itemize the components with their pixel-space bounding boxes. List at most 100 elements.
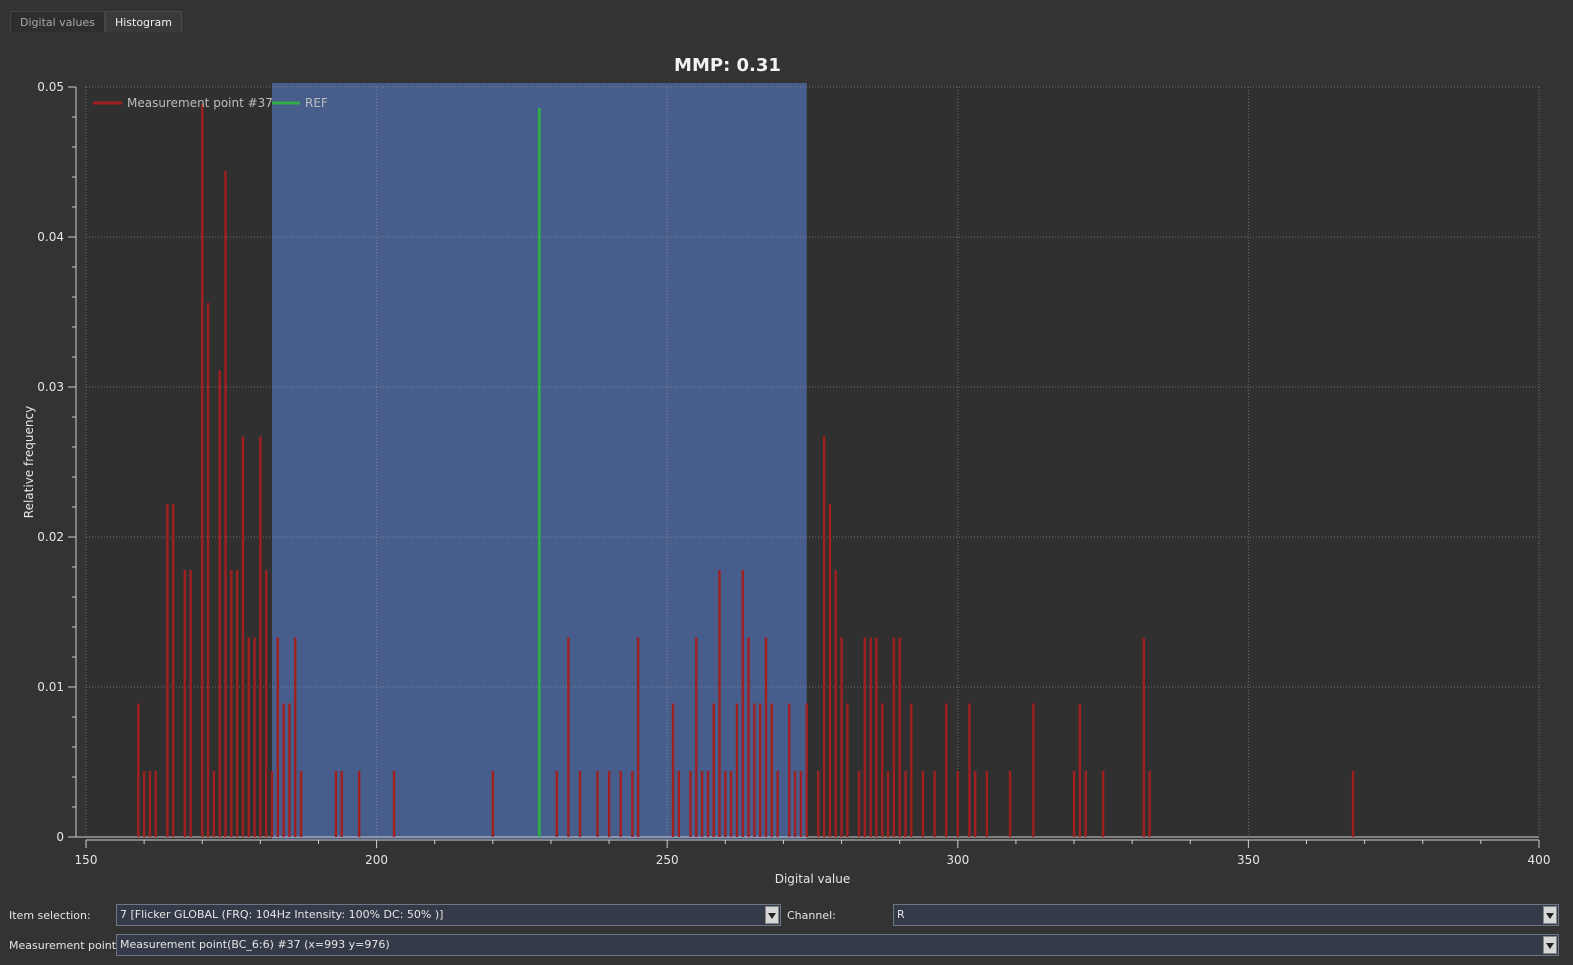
histogram-bar (1008, 771, 1012, 837)
histogram-bar (1078, 703, 1082, 837)
legend-label-measurement: Measurement point #37 (127, 96, 273, 110)
histogram-bar (1084, 771, 1087, 837)
histogram-bar (822, 436, 826, 837)
histogram-bar (1072, 771, 1076, 837)
histogram-bar (148, 771, 152, 837)
histogram-bar (201, 103, 204, 837)
histogram-bar (910, 703, 913, 837)
tab-digital-values[interactable]: Digital values (10, 11, 105, 32)
chevron-down-icon[interactable] (1543, 906, 1557, 924)
histogram-bar (677, 771, 681, 837)
histogram-bar (985, 771, 989, 837)
histogram-bar (671, 703, 675, 837)
histogram-bar (235, 570, 239, 837)
histogram-bar (764, 637, 768, 837)
tab-histogram[interactable]: Histogram (104, 11, 183, 32)
histogram-bar (619, 771, 622, 837)
histogram-bar (264, 570, 268, 837)
histogram-bar (357, 771, 361, 837)
measurement-point-dropdown[interactable]: Measurement point(BC_6:6) #37 (x=993 y=9… (116, 934, 1559, 956)
histogram-bar (933, 771, 936, 837)
measurement-point-value: Measurement point(BC_6:6) #37 (x=993 y=9… (120, 938, 390, 951)
histogram-bar (392, 771, 396, 837)
histogram-bar (834, 570, 837, 837)
histogram-bar (224, 171, 227, 837)
histogram-bar (944, 703, 948, 837)
histogram-bar (189, 570, 192, 837)
histogram-bar (817, 771, 820, 837)
histogram-bar (788, 703, 791, 837)
channel-value: R (897, 908, 905, 921)
histogram-bar (875, 637, 878, 837)
histogram-bar (340, 771, 343, 837)
item-selection-label: Item selection: (9, 909, 91, 922)
histogram-bar (299, 771, 303, 837)
histogram-bar (758, 703, 762, 837)
histogram-bar (334, 771, 338, 837)
channel-dropdown[interactable]: R (893, 904, 1559, 926)
histogram-bar (892, 637, 896, 837)
histogram-bar (706, 771, 710, 837)
histogram-bar (1032, 703, 1035, 837)
histogram-bar (921, 771, 925, 837)
x-axis-title: Digital value (775, 872, 851, 886)
x-tick-label: 200 (365, 853, 388, 867)
x-tick-label: 400 (1528, 853, 1551, 867)
y-tick-label: 0.01 (37, 680, 64, 694)
histogram-bar (735, 703, 739, 837)
histogram-bar (183, 570, 187, 837)
histogram-bar (904, 771, 907, 837)
histogram-bar (776, 771, 779, 837)
histogram-bar (1142, 637, 1145, 837)
chevron-down-icon[interactable] (765, 906, 779, 924)
histogram-bar (718, 570, 721, 837)
histogram-bar (1148, 771, 1151, 837)
item-selection-dropdown[interactable]: 7 [Flicker GLOBAL (FRQ: 104Hz Intensity:… (116, 904, 781, 926)
histogram-bar (747, 637, 750, 837)
histogram-bar (689, 771, 692, 837)
histogram-chart[interactable]: 150 200 250 300 350 400 0 0.01 0.02 0.03 0.04 0.05 D… (0, 34, 1573, 894)
reference-line (537, 108, 541, 837)
histogram-bar (724, 771, 727, 837)
chart-title: MMP: 0.31 (674, 55, 781, 76)
histogram-bar (1101, 771, 1105, 837)
histogram-bar (241, 436, 245, 837)
histogram-bar (491, 771, 495, 837)
view-tabs: Digital values Histogram (10, 11, 183, 33)
y-axis-title: Relative frequency (22, 406, 36, 518)
histogram-bar (805, 703, 808, 837)
histogram-bar (898, 637, 901, 837)
x-tick-label: 300 (946, 853, 969, 867)
histogram-bar (596, 771, 599, 837)
histogram-bar (712, 703, 715, 837)
measurement-point-label: Measurement point: (9, 939, 120, 952)
y-tick-label: 0.05 (37, 80, 64, 94)
histogram-bar (636, 637, 640, 837)
x-tick-label: 150 (75, 853, 98, 867)
y-tick-label: 0.04 (37, 230, 64, 244)
histogram-bar (886, 771, 890, 837)
histogram-bar (863, 637, 867, 837)
y-tick-label: 0 (56, 830, 64, 844)
y-tick-label: 0.02 (37, 530, 64, 544)
chevron-down-icon[interactable] (1543, 936, 1557, 954)
histogram-bar (578, 771, 582, 837)
histogram-bar (753, 703, 756, 837)
histogram-bar (881, 703, 884, 837)
histogram-bar (846, 703, 849, 837)
histogram-bar (770, 703, 774, 837)
histogram-bar (956, 771, 959, 837)
histogram-bar (137, 703, 140, 837)
histogram-bar (230, 570, 233, 837)
histogram-bar (142, 771, 146, 837)
histogram-bar (1351, 771, 1355, 837)
histogram-bar (793, 771, 797, 837)
histogram-bar (253, 637, 256, 837)
histogram-bar (828, 504, 832, 837)
histogram-bar (968, 703, 971, 837)
histogram-bar (974, 771, 977, 837)
histogram-bar (212, 771, 216, 837)
item-selection-value: 7 [Flicker GLOBAL (FRQ: 104Hz Intensity:… (120, 908, 444, 921)
histogram-bar (741, 570, 744, 837)
